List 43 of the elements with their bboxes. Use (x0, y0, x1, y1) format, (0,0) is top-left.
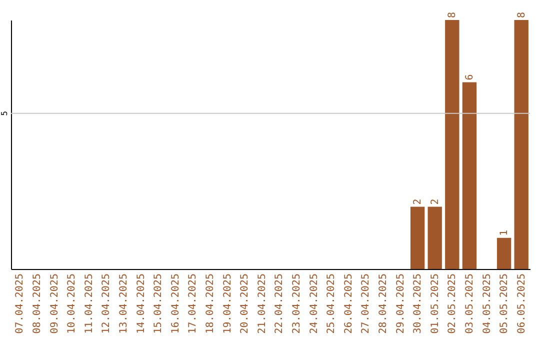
x-tick-label: 24.04.2025 (308, 274, 320, 334)
x-tick-label: 28.04.2025 (378, 274, 389, 334)
x-tick-label: 12.04.2025 (101, 274, 112, 334)
bar (445, 20, 460, 269)
x-tick-label: 07.04.2025 (14, 274, 26, 334)
x-tick-label: 26.04.2025 (343, 274, 354, 334)
data-label: 2 (412, 198, 424, 205)
x-tick-label: 18.04.2025 (204, 274, 216, 334)
bar (428, 206, 442, 269)
x-tick-label: 20.04.2025 (240, 274, 251, 334)
bar (462, 82, 477, 269)
data-label: 2 (430, 198, 441, 205)
bar (496, 238, 512, 269)
x-tick-label: 08.04.2025 (32, 274, 43, 334)
x-tick-label: 13.04.2025 (118, 274, 130, 334)
x-tick-label: 29.04.2025 (395, 274, 406, 334)
x-tick-label: 09.04.2025 (49, 274, 60, 334)
bar (410, 206, 425, 269)
data-label: 1 (499, 230, 510, 236)
x-tick-label: 02.05.2025 (447, 274, 458, 334)
x-tick-label: 16.04.2025 (170, 274, 182, 334)
data-label: 8 (447, 12, 458, 18)
x-tick-label: 03.05.2025 (464, 274, 476, 334)
x-tick-label: 19.04.2025 (222, 274, 234, 334)
x-tick-label: 30.04.2025 (412, 274, 424, 334)
x-tick-label: 15.04.2025 (153, 274, 164, 334)
x-tick-label: 04.05.2025 (482, 274, 493, 334)
data-label: 6 (464, 74, 476, 80)
x-tick-label: 06.05.2025 (516, 274, 528, 334)
x-tick-label: 10.04.2025 (66, 274, 78, 334)
x-tick-label: 21.04.2025 (256, 274, 268, 334)
x-tick-label: 11.04.2025 (84, 274, 95, 334)
x-tick-label: 01.05.2025 (430, 274, 441, 334)
ref-line-label: 5 (0, 110, 9, 116)
x-tick-label: 22.04.2025 (274, 274, 286, 334)
data-label: 8 (516, 12, 528, 18)
x-tick-label: 14.04.2025 (136, 274, 147, 334)
bar (514, 20, 528, 269)
x-tick-label: 27.04.2025 (360, 274, 372, 334)
x-tick-label: 05.05.2025 (499, 274, 510, 334)
x-tick-label: 17.04.2025 (188, 274, 199, 334)
x-tick-label: 25.04.2025 (326, 274, 338, 334)
x-tick-label: 23.04.2025 (291, 274, 302, 334)
